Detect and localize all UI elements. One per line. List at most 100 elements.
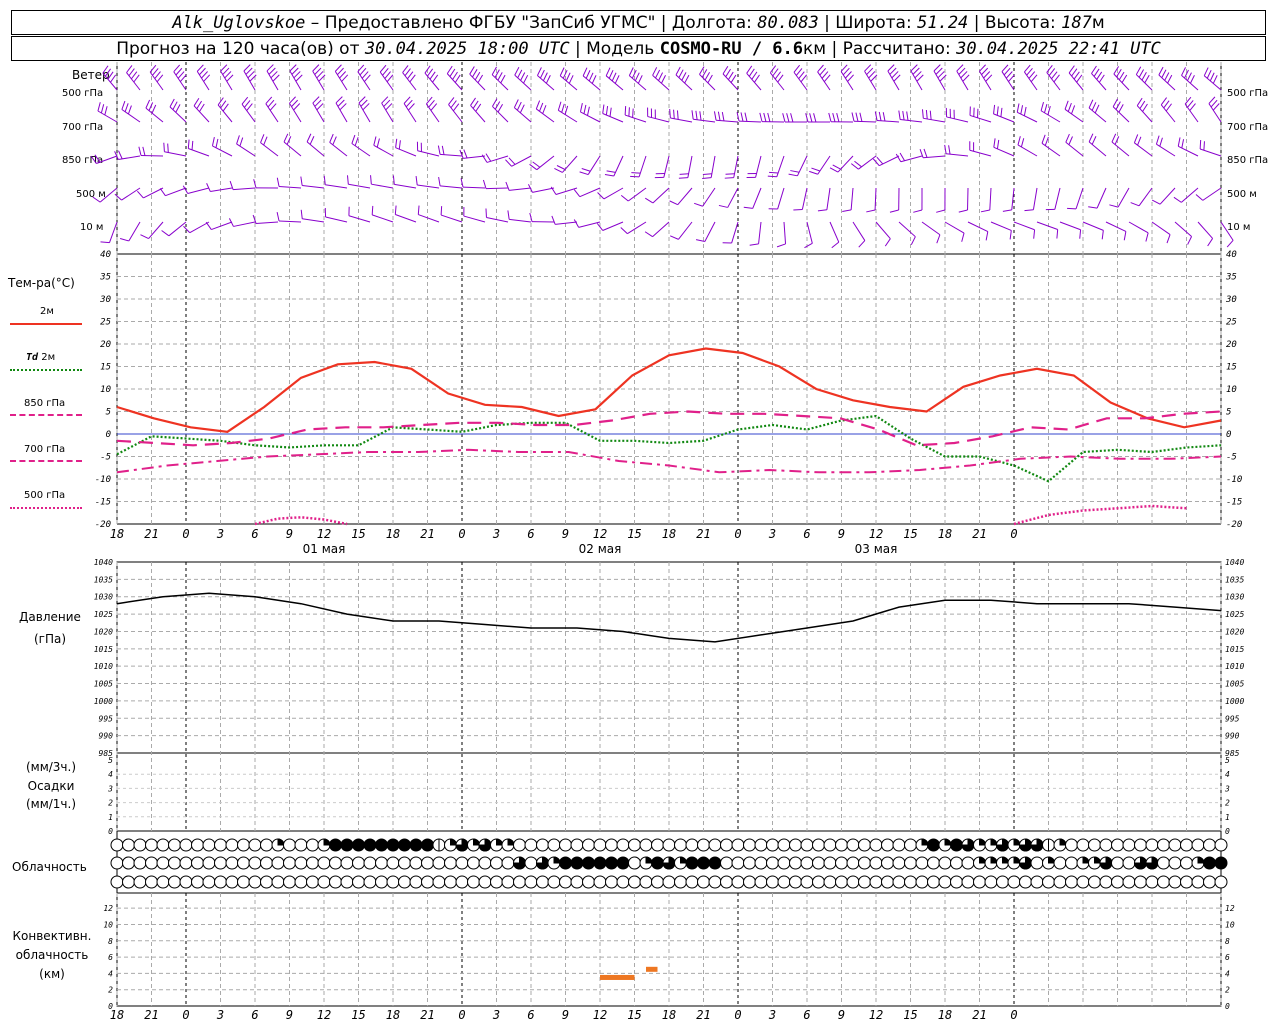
cloud-cover-lower — [225, 875, 239, 889]
wind-barb-feather — [884, 238, 891, 247]
wind-barb-feather — [133, 74, 140, 83]
wind-barb-feather — [695, 110, 698, 120]
wind-barb-feather — [507, 210, 510, 220]
conv-tick-right: 4 — [1225, 969, 1230, 978]
wind-barb-feather — [609, 107, 612, 117]
cloud-cover-middle — [938, 856, 952, 870]
wind-barb-feather — [1041, 134, 1046, 144]
time-tick-upper: 0 — [458, 527, 465, 541]
cloud-cover-lower — [846, 875, 860, 889]
wind-barb-feather — [384, 71, 391, 79]
precip-tick-left: 4 — [108, 770, 113, 779]
wind-barb-feather — [713, 111, 717, 121]
wind-barb-staff — [956, 70, 969, 91]
cloud-cover-lower — [858, 875, 871, 889]
wind-barb-feather — [828, 112, 832, 122]
wind-barb-feather — [318, 74, 326, 82]
wind-barb-feather — [196, 100, 203, 110]
wind-barb-feather — [845, 71, 852, 79]
wind-barb-feather — [403, 96, 411, 104]
wind-barb-feather — [956, 64, 964, 72]
wind-barb-staff — [1064, 108, 1084, 123]
wind-barb-staff — [933, 70, 946, 91]
wind-barb-feather — [497, 103, 503, 113]
wind-barb-feather — [536, 67, 542, 76]
wind-barb-feather — [376, 138, 380, 148]
wind-barb-feather — [97, 102, 101, 112]
wind-barb-staff — [283, 141, 302, 157]
wind-barb-feather — [652, 67, 658, 76]
cloud-cover-lower — [651, 875, 664, 889]
wind-barb-feather — [763, 112, 767, 122]
wind-barb-feather — [220, 100, 227, 109]
cloud-cover-fill-middle — [535, 856, 549, 870]
pressure-tick-right: 1040 — [1225, 558, 1244, 567]
wind-barb-staff — [212, 145, 233, 157]
cloud-cover-lower — [915, 875, 929, 889]
wind-barb-staff — [864, 70, 877, 91]
conv-tick-left: 2 — [108, 986, 113, 995]
wind-barb-feather — [813, 113, 817, 123]
forecast-label: Прогноз на 120 часа(ов) от — [116, 39, 360, 59]
wind-barb-feather — [1158, 66, 1164, 76]
wind-barb-staff — [582, 75, 601, 91]
cloud-cover-upper — [559, 838, 572, 852]
wind-barb-feather — [339, 103, 347, 111]
wind-barb-feather — [239, 137, 244, 147]
wind-barb-staff — [993, 146, 1015, 157]
station-name: Alk_Uglovskoe — [172, 13, 306, 33]
wind-barb-staff — [801, 187, 808, 210]
alt-label: | Высота: — [973, 13, 1056, 33]
cloud-cover-upper — [823, 838, 837, 852]
cloud-cover-middle — [168, 856, 181, 870]
wind-barb-feather — [1067, 207, 1077, 210]
cloud-cover-middle — [156, 856, 170, 870]
wind-barb-feather — [500, 74, 506, 84]
wind-barb-feather — [1209, 72, 1215, 82]
wind-barb-feather — [866, 67, 874, 75]
cloud-cover-lower — [306, 875, 319, 889]
time-tick-lower: 15 — [351, 1008, 365, 1022]
wind-barb-feather — [110, 74, 117, 83]
cloud-cover-lower — [478, 875, 492, 889]
cloud-cover-lower — [892, 875, 906, 889]
cloud-cover-lower — [432, 875, 446, 889]
cloud-cover-upper — [927, 838, 940, 852]
wind-barb-feather — [206, 183, 211, 192]
wind-barb-feather — [1212, 75, 1218, 84]
wind-barb-feather — [362, 103, 370, 111]
wind-barb-feather — [243, 100, 251, 108]
wind-barb-feather — [394, 205, 397, 215]
wind-barb-feather — [395, 138, 398, 148]
wind-barb-feather — [329, 133, 334, 143]
wind-barb-feather — [832, 164, 841, 170]
wind-barb-feather — [90, 155, 97, 164]
wind-barb-feather — [1112, 98, 1118, 107]
wind-barb-staff — [536, 108, 555, 123]
wind-barb-feather — [676, 110, 679, 120]
wind-barb-feather — [226, 74, 234, 82]
wind-barb-staff — [289, 103, 302, 123]
wind-barb-staff — [776, 155, 785, 177]
wind-barb-feather — [725, 173, 735, 175]
wind-barb-feather — [581, 168, 591, 172]
wind-barb-staff — [1203, 75, 1222, 91]
pressure-tick-left: 1010 — [94, 662, 113, 671]
cloud-cover-middle — [846, 856, 860, 870]
cloud-cover-fill-middle — [1018, 856, 1032, 870]
wind-barb-feather — [859, 112, 863, 122]
wind-barb-feather — [182, 185, 189, 194]
cloud-cover-lower — [524, 875, 538, 889]
wind-barb-feather — [222, 103, 229, 112]
wind-barb-feather — [925, 109, 928, 120]
cloud-cover-lower — [398, 875, 411, 889]
wind-barb-staff — [1032, 187, 1038, 210]
wind-barb-staff — [627, 187, 647, 202]
cloud-cover-middle — [421, 856, 434, 870]
wind-barb-feather — [1017, 136, 1021, 146]
wind-barb-feather — [252, 214, 257, 224]
wind-barb-feather — [717, 111, 721, 121]
cloud-cover-upper — [386, 838, 400, 852]
time-tick-upper: 18 — [938, 527, 952, 541]
cloud-cover-upper — [720, 838, 733, 852]
